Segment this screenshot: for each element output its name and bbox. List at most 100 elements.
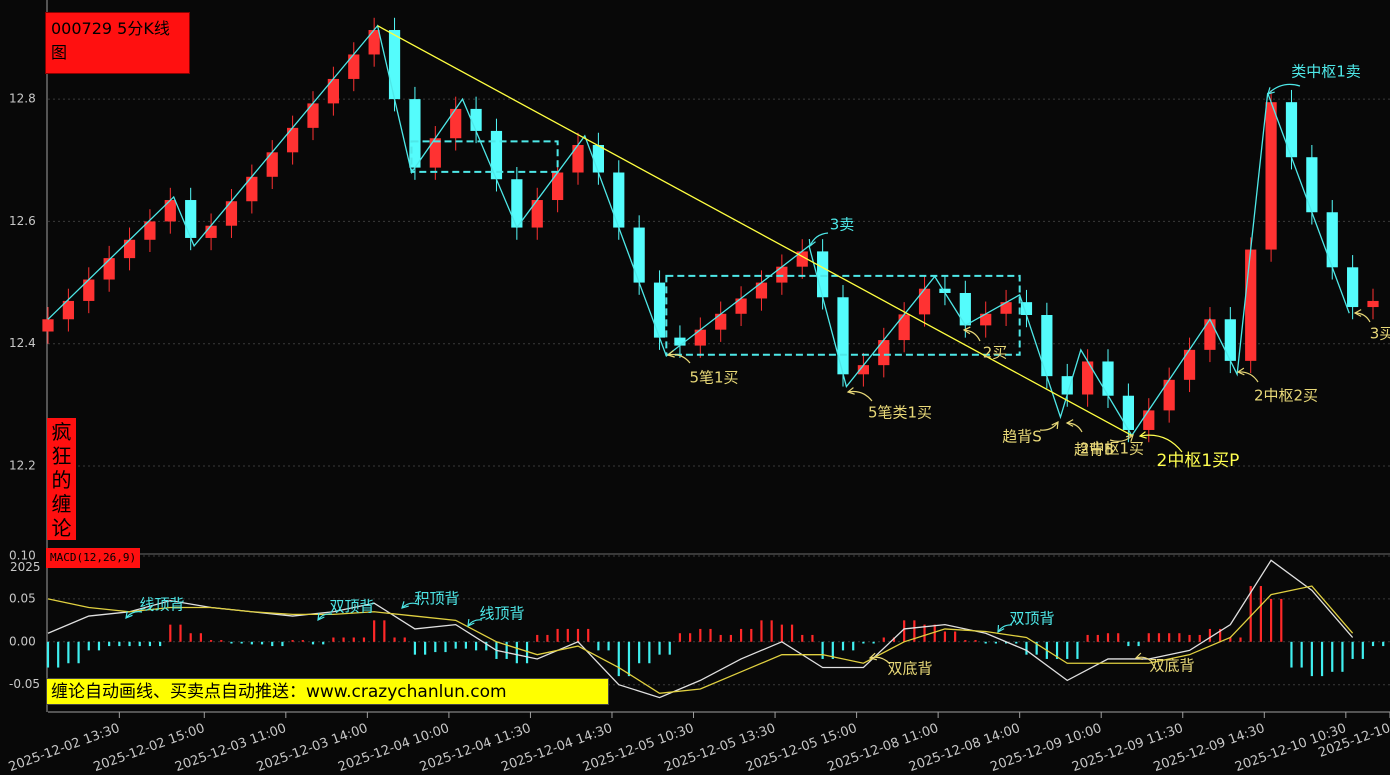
candle-body — [1061, 376, 1073, 395]
annotation-arrowhead — [401, 601, 409, 609]
macd-title: MACD(12,26,9) — [46, 548, 141, 568]
candle-body — [755, 282, 768, 299]
annotation-arrowhead — [962, 326, 971, 335]
candle-body — [694, 329, 706, 346]
candle-body — [796, 251, 808, 267]
candle-body — [246, 176, 258, 202]
candle-body — [918, 288, 931, 315]
annotation: 趋背B — [1074, 441, 1114, 459]
annotation: 3买 — [1370, 325, 1390, 343]
y-tick-label: 12.2 — [9, 459, 36, 473]
annotation: 2中枢1买 — [1080, 440, 1144, 458]
edge-label: 2025 — [10, 560, 41, 574]
candle-body — [511, 179, 523, 228]
annotation-arrow — [125, 611, 143, 619]
annotation-arrow — [1139, 434, 1183, 453]
candle-body — [123, 239, 136, 259]
banner: 缠论自动画线、买卖点自动推送：www.crazychanlun.com — [46, 678, 609, 705]
candle-body — [1326, 212, 1338, 268]
candle-body — [552, 172, 564, 201]
candle-body — [817, 251, 829, 298]
candle-body — [164, 200, 176, 222]
side-label: 疯狂的缠论 — [47, 418, 76, 540]
annotation-arrow — [847, 390, 873, 402]
annotation: 2中枢2买 — [1254, 387, 1318, 405]
candle-body — [307, 103, 319, 128]
annotation: 3卖 — [830, 216, 855, 234]
annotation-arrowhead — [1126, 434, 1134, 442]
candle-body — [939, 288, 951, 293]
annotation-arrowhead — [467, 618, 475, 628]
candle-body — [857, 365, 869, 375]
candle-body — [633, 227, 645, 283]
annotation-arrowhead — [1267, 87, 1275, 95]
annotation: 双顶背 — [1009, 610, 1054, 628]
annotation-arrowhead — [997, 624, 1005, 634]
candle-body — [144, 221, 156, 240]
candle-body — [1265, 102, 1277, 250]
annotation-arrowhead — [846, 387, 855, 395]
annotation: 5笔类1买 — [868, 404, 932, 422]
annotation: 线顶背 — [139, 596, 184, 614]
annotation-arrowhead — [1353, 309, 1362, 317]
annotation-arrow — [401, 602, 419, 609]
annotation: 双底背 — [1149, 657, 1194, 675]
candle-body — [470, 108, 482, 131]
candle-body — [1306, 157, 1318, 213]
candle-body — [1163, 379, 1175, 411]
annotation-arrow — [467, 619, 483, 627]
y-tick-label: 12.6 — [9, 214, 36, 228]
annotation: 2中枢1买P — [1157, 451, 1240, 471]
annotation-arrowhead — [666, 350, 675, 358]
annotation-arrow — [1237, 371, 1259, 383]
candle-body — [735, 298, 747, 314]
annotation-arrow — [809, 232, 829, 247]
candle-body — [1102, 361, 1114, 396]
y-tick-label: 12.8 — [9, 92, 36, 106]
candle-body — [1347, 267, 1359, 308]
candle-body — [42, 319, 54, 332]
candle-body — [1041, 314, 1053, 377]
candle-body — [959, 292, 971, 326]
annotation: 2买 — [983, 344, 1008, 362]
annotation-arrow — [667, 353, 691, 364]
trend-line — [377, 25, 1133, 437]
candle-body — [531, 200, 543, 228]
candle-body — [83, 279, 95, 301]
annotation-arrow — [1135, 656, 1153, 663]
candle-body — [674, 337, 686, 346]
candle-body — [1367, 300, 1379, 308]
candle-body — [368, 30, 380, 55]
y-tick-label: 12.4 — [9, 336, 36, 350]
candle-body — [266, 152, 278, 177]
annotation-arrowhead — [1134, 652, 1143, 661]
annotation-arrowhead — [1051, 420, 1059, 430]
annotation-arrowhead — [868, 652, 877, 661]
annotation-arrow — [1066, 422, 1083, 433]
annotation-arrow — [1039, 421, 1059, 431]
annotation-arrow — [869, 656, 891, 665]
candle-body — [878, 340, 890, 366]
candle-body — [1020, 302, 1033, 315]
y-tick-label: 0.05 — [9, 591, 36, 605]
candle-body — [450, 108, 462, 139]
annotation: 5笔1买 — [689, 369, 738, 387]
annotation-arrowhead — [1138, 431, 1147, 439]
annotation: 积顶背 — [414, 590, 459, 608]
candle-body — [490, 130, 503, 180]
y-tick-label: 0.00 — [9, 634, 36, 648]
annotation-arrow — [963, 329, 981, 342]
annotation-arrowhead — [1236, 367, 1245, 376]
candle-body — [429, 138, 441, 168]
candle-body — [776, 266, 788, 283]
annotation-arrow — [997, 624, 1013, 633]
candle-body — [1183, 349, 1196, 380]
candle-body — [1122, 395, 1135, 430]
candle-body — [898, 314, 910, 341]
candle-body — [103, 258, 115, 280]
stroke-line — [47, 24, 1350, 437]
annotation-arrow — [1267, 83, 1301, 95]
dea-line — [47, 585, 1354, 694]
